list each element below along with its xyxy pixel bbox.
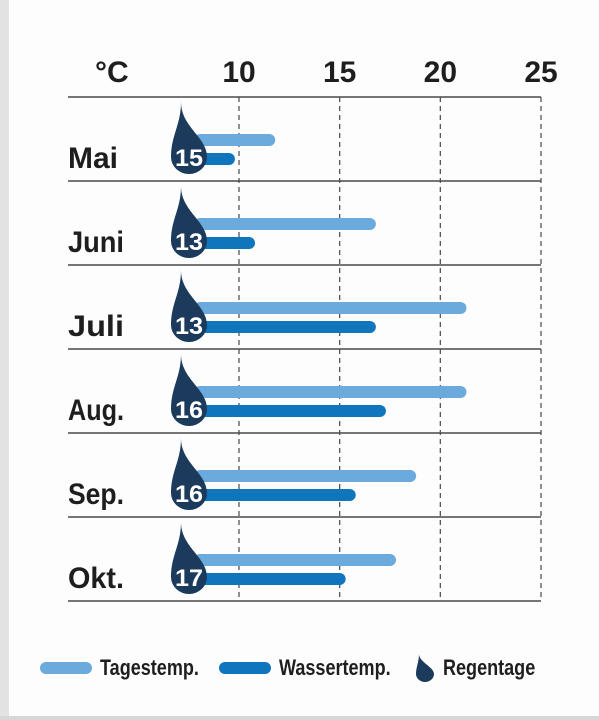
legend-label-wassertemp: Wassertemp. <box>278 655 391 680</box>
legend-swatch-tagestemp <box>40 662 92 674</box>
x-tick-label-10: 10 <box>222 56 255 89</box>
legend-item-regentage: Regentage <box>413 653 535 683</box>
x-tick-label-20: 20 <box>424 56 457 89</box>
legend-swatch-wassertemp <box>218 662 271 674</box>
regentage-value-Juli: 13 <box>175 313 203 340</box>
category-label-Mai: Mai <box>68 142 118 175</box>
legend-label-tagestemp: Tagestemp. <box>100 655 199 680</box>
regentage-value-Mai: 15 <box>175 145 203 172</box>
legend-item-tagestemp: Tagestemp. <box>40 655 199 681</box>
bottom-border <box>0 716 599 720</box>
x-tick-label-15: 15 <box>323 56 356 89</box>
regentage-value-Sep.: 16 <box>175 481 203 508</box>
regentage-value-Okt.: 17 <box>175 565 203 592</box>
category-label-Juli: Juli <box>68 310 124 343</box>
temperature-chart: °C 10 15 20 25 Mai 15 Juni 13 Juli 13 Aug. 16 Sep. 16 O… <box>68 56 558 602</box>
legend-item-wassertemp: Wassertemp. <box>218 655 393 681</box>
regentage-value-Aug.: 16 <box>175 397 203 424</box>
category-label-Aug.: Aug. <box>68 394 124 427</box>
raindrop-marker-Sep. <box>171 438 207 510</box>
chart-legend: Tagestemp. Wassertemp. Regentage <box>40 650 580 686</box>
raindrop-marker-Juni <box>171 186 207 258</box>
raindrop-icon <box>415 654 434 683</box>
category-label-Juni: Juni <box>68 226 124 259</box>
regentage-value-Juni: 13 <box>175 229 203 256</box>
raindrop-marker-Mai <box>171 102 207 174</box>
category-label-Okt.: Okt. <box>68 562 124 595</box>
raindrop-marker-Juli <box>171 270 207 342</box>
legend-label-regentage: Regentage <box>442 655 535 680</box>
unit-label: °C <box>95 56 129 89</box>
category-label-Sep.: Sep. <box>68 478 124 511</box>
left-border <box>0 0 9 720</box>
raindrop-marker-Aug. <box>171 354 207 426</box>
x-tick-label-25: 25 <box>524 56 557 89</box>
raindrop-marker-Okt. <box>171 522 207 594</box>
